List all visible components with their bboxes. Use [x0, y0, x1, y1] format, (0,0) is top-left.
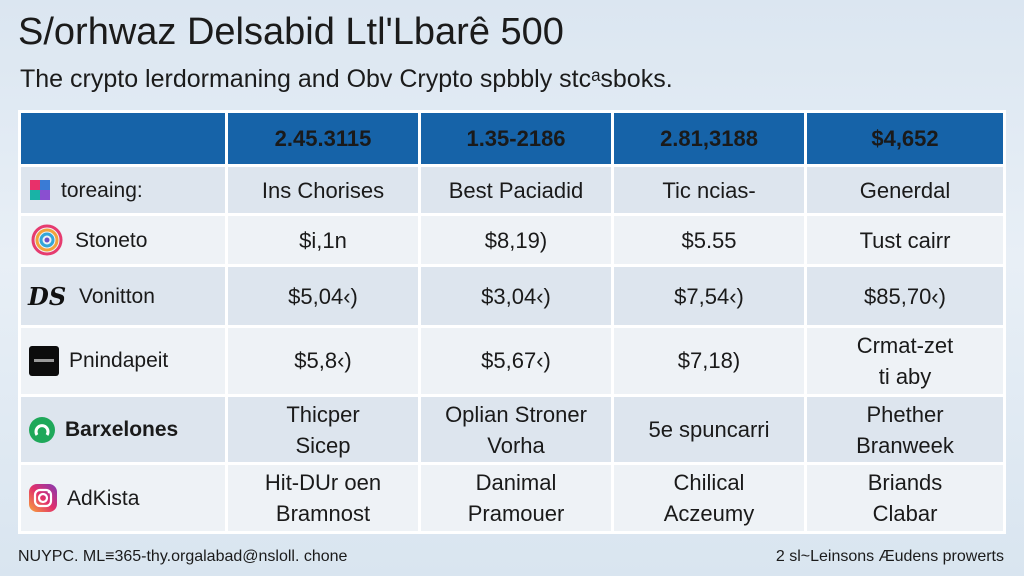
instagram-logo-icon [29, 484, 57, 513]
header-cell: 2.81,3188 [614, 113, 804, 164]
page-title: S/orhwaz Delsabid Ltl'Lbarê 500 [18, 11, 564, 53]
header-cell: 1.35-2186 [421, 113, 611, 164]
ds-monogram-logo-icon: DS [27, 282, 66, 310]
rainbow-swirl-logo-icon [31, 224, 63, 256]
table-row: AdKista Hit-DUr oen Bramnost Danimal Pra… [21, 465, 1003, 531]
table-cell: Tust cairr [807, 216, 1003, 264]
row-label: toreaing: [61, 178, 143, 202]
green-circle-logo-icon [29, 416, 55, 443]
row-label: Barxelones [65, 418, 179, 442]
row-label: Stoneto [75, 228, 148, 252]
svg-text:DS: DS [27, 282, 66, 310]
row-header: DS Vonitton [21, 266, 225, 326]
row-label: Vonitton [79, 284, 155, 308]
header-cell [21, 113, 225, 164]
table-cell: Tic ncias- [614, 166, 804, 214]
table-cell: Chilical Aczeumy [614, 465, 804, 531]
row-label: Pnindapeit [69, 349, 169, 373]
table-row: Stoneto $i,1n $8,19) $5.55 Tust cairr [21, 216, 1003, 264]
row-label: AdKista [67, 486, 140, 510]
table-cell: $5,67‹) [421, 328, 611, 394]
table-cell: $5,04‹) [228, 266, 418, 326]
row-header: toreaing: [21, 166, 225, 214]
footer-right-text: 2 sl~Leinsons Æudens prowerts [775, 548, 1004, 565]
table-cell: Best Paciadid [421, 166, 611, 214]
table-cell: Hit-DUr oen Bramnost [228, 465, 418, 531]
comparison-table: 2.45.3115 1.35-2186 2.81,3188 $4,652 tor… [18, 110, 1006, 534]
colorful-square-logo-icon [30, 180, 50, 201]
page-subtitle: The crypto lerdormaning and Obv Crypto s… [20, 65, 673, 93]
table-cell: $8,19) [421, 216, 611, 264]
row-header: Barxelones [21, 396, 225, 463]
header-cell: 2.45.3115 [228, 113, 418, 164]
table-cell: Briands Clabar [807, 465, 1003, 531]
black-square-logo-icon [29, 345, 59, 376]
table-row: toreaing: Ins Chorises Best Paciadid Tic… [21, 166, 1003, 214]
table-cell: $85,70‹) [807, 266, 1003, 326]
table-cell: $5.55 [614, 216, 804, 264]
table-cell: Oplian Stroner Vorha [421, 396, 611, 463]
table-cell: $3,04‹) [421, 266, 611, 326]
table-cell: Phether Branweek [807, 396, 1003, 463]
table-row: Pnindapeit $5,8‹) $5,67‹) $7,18) Crmat-z… [21, 328, 1003, 394]
header-cell: $4,652 [807, 113, 1003, 164]
table-cell: $7,18) [614, 328, 804, 394]
table-cell: $i,1n [228, 216, 418, 264]
table-cell: 5e spuncarri [614, 396, 804, 463]
row-header: AdKista [21, 465, 225, 531]
row-header: Pnindapeit [21, 328, 225, 394]
table-cell: Ins Chorises [228, 166, 418, 214]
row-header: Stoneto [21, 216, 225, 264]
table-row: Barxelones Thicper Sicep Oplian Stroner … [21, 396, 1003, 463]
table-cell: Thicper Sicep [228, 396, 418, 463]
table-cell: Danimal Pramouer [421, 465, 611, 531]
table-cell: Generdal [807, 166, 1003, 214]
table-header-row: 2.45.3115 1.35-2186 2.81,3188 $4,652 [21, 113, 1003, 164]
table-cell: Crmat-zet ti aby [807, 328, 1003, 394]
table-cell: $5,8‹) [228, 328, 418, 394]
table-cell: $7,54‹) [614, 266, 804, 326]
table-row: DS Vonitton $5,04‹) $3,04‹) $7,54‹) $85,… [21, 266, 1003, 326]
footer-left-text: NUYPC. ML≡365-thy.orgalabad@nsloll. chon… [18, 548, 348, 565]
